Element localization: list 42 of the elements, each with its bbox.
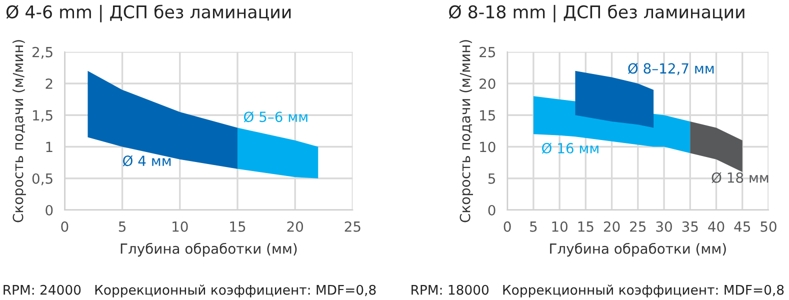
x-tick-label: 10 [172,221,188,232]
y-tick-label: 0 [46,204,53,216]
x-tick-label: 10 [552,221,568,232]
x-tick-label: 50 [760,221,776,232]
y-tick-label: 5 [488,174,496,184]
y-tick-label: 2,5 [32,46,52,59]
text: RPM: 18000 Коррекционный коэффициент: MDF=0,8 [412,284,784,298]
y-axis-title: Скорость подачи (м/мин) [460,40,473,222]
y-tick-label: 0,5 [32,173,52,186]
legend-label: Ø 8–12,7 мм [628,62,714,76]
legend-label: Ø 16 мм [542,142,598,154]
x-tick-label: 5 [530,222,537,232]
y-tick-label: 10 [480,142,496,152]
y-tick-label: 1 [46,142,52,152]
y-tick-label: 25 [480,46,496,58]
x-tick-label: 15 [230,222,246,232]
y-tick-label: 0 [488,204,496,216]
y-tick-label: 1,5 [33,110,52,122]
x-axis-title: Глубина обработки (мм) [120,242,297,257]
x-axis-title: Глубина обработки (мм) [550,242,726,257]
chart-title: Ø 4-6 mm | ДСП без ламинации [6,4,291,22]
x-tick-label: 20 [604,221,620,232]
x-tick-label: 25 [630,221,646,232]
y-tick-label: 2 [46,78,52,89]
legend-label: Ø 4 мм [122,155,171,166]
y-tick-label: 15 [480,110,496,121]
x-tick-label: 35 [682,221,698,232]
x-tick-label: 15 [578,222,594,232]
legend-label: Ø 18 мм [712,172,768,184]
x-tick-label: 45 [734,222,750,232]
x-tick-label: 40 [708,221,724,232]
x-tick-label: 25 [344,221,360,232]
legend-label: Ø 5–6 мм [244,111,308,122]
chart-title: Ø 8-18 mm | ДСП без ламинации [449,4,744,22]
x-tick-label: 0 [504,221,511,232]
x-tick-label: 20 [287,221,303,232]
x-tick-label: 0 [61,221,68,232]
y-tick-label: 20 [480,78,496,89]
y-axis-title: Скорость подачи (м/мин) [12,40,26,222]
x-tick-label: 30 [656,221,672,232]
text: RPM: 24000 Коррекционный коэффициент: MDF=0,8 [4,284,376,298]
x-tick-label: 5 [118,222,126,232]
